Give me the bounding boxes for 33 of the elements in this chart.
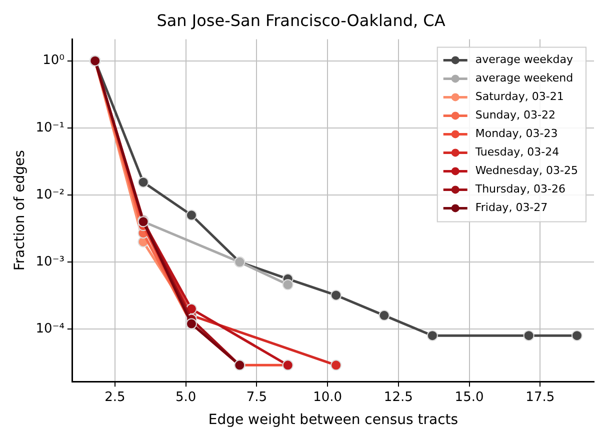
point: [186, 210, 197, 221]
point: [138, 176, 149, 188]
x-tick-label: 2.5: [104, 390, 126, 405]
y-axis-title: Fraction of edges: [12, 150, 28, 271]
chart-title: San Jose-San Francisco-Oakland, CA: [156, 10, 446, 30]
point: [523, 330, 534, 342]
x-tick-label: 12.5: [384, 390, 413, 405]
y-tick-label: 10⁰: [42, 53, 64, 68]
legend-label: Saturday, 03-21: [475, 90, 564, 104]
point: [282, 279, 294, 290]
point: [571, 330, 582, 342]
x-tick-label: 17.5: [526, 390, 555, 405]
point: [330, 360, 342, 371]
legend-label: Monday, 03-23: [475, 127, 558, 140]
point: [426, 330, 438, 342]
legend-label: Sunday, 03-22: [475, 108, 556, 122]
point: [330, 290, 342, 301]
legend-label: average weekend: [475, 72, 574, 85]
legend-label: Wednesday, 03-25: [475, 164, 578, 178]
x-tick-label: 7.5: [246, 390, 268, 405]
point: [378, 310, 390, 321]
x-tick-label: 15.0: [454, 390, 484, 405]
y-tick-label: 10⁻²: [36, 187, 64, 202]
legend-label: Thursday, 03-26: [474, 182, 566, 196]
y-tick-label: 10⁻³: [36, 254, 64, 270]
y-tick-label: 10⁻¹: [36, 120, 64, 136]
legend-label: Tuesday, 03-24: [474, 146, 560, 159]
legend-label: average weekday: [475, 53, 574, 66]
legend-label: Friday, 03-27: [475, 201, 548, 214]
x-tick-label: 5.0: [175, 390, 196, 405]
x-axis-title: Edge weight between census tracts: [208, 412, 458, 428]
y-tick-label: 10⁻⁴: [36, 321, 64, 336]
x-tick-label: 10.0: [313, 390, 342, 405]
